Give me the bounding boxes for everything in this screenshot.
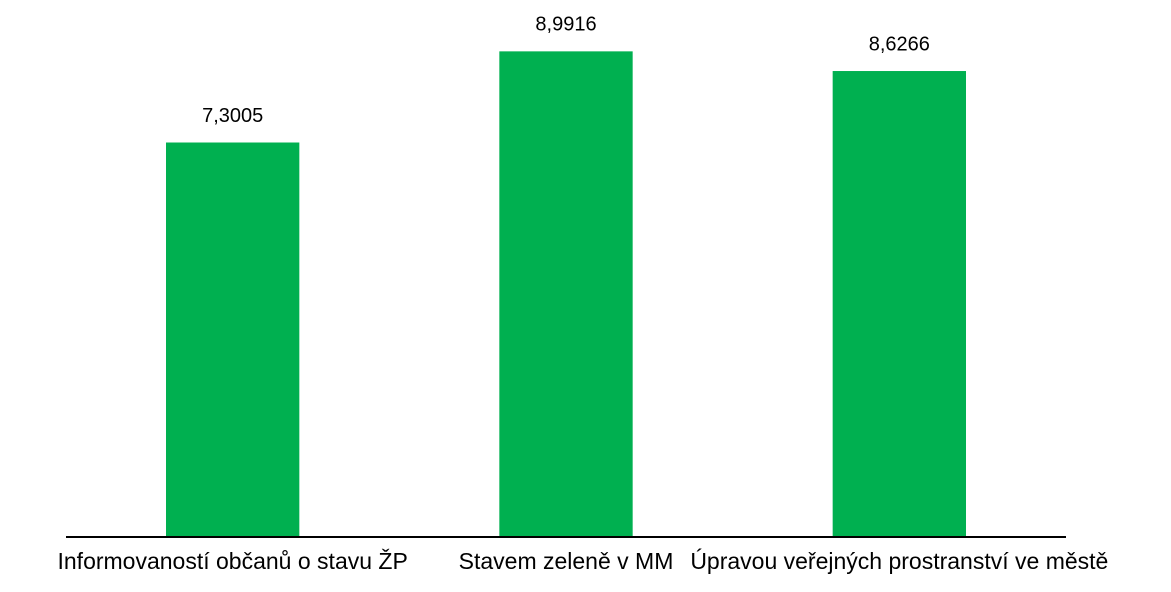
x-tick-label: Stavem zeleně v MM: [459, 548, 674, 574]
x-tick-label: Informovaností občanů o stavu ŽP: [58, 548, 408, 574]
value-label: 8,6266: [869, 33, 930, 55]
x-tick-label: Úpravou veřejných prostranství ve městě: [690, 548, 1108, 574]
bar: [166, 142, 300, 536]
bar: [832, 71, 966, 537]
value-label: 8,9916: [535, 14, 596, 36]
value-label: 7,3005: [202, 105, 263, 127]
bar: [499, 51, 633, 537]
